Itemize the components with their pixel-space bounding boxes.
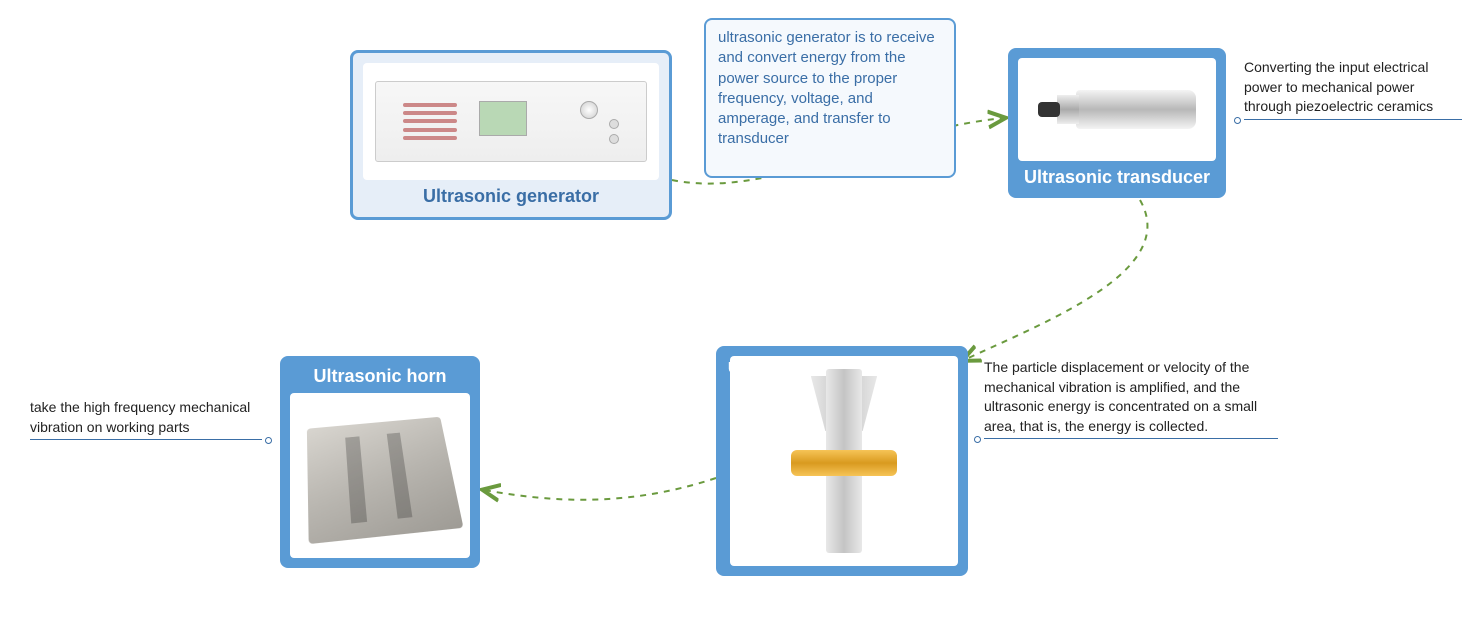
transducer-image xyxy=(1018,58,1216,161)
node-ultrasonic-transducer: Ultrasonic transducer xyxy=(1008,48,1226,198)
annotation-connector-icon xyxy=(1234,117,1241,124)
transducer-annotation: Converting the input electrical power to… xyxy=(1244,58,1462,120)
generator-image xyxy=(363,63,659,180)
booster-annotation: The particle displacement or velocity of… xyxy=(984,358,1278,439)
booster-illustration xyxy=(785,369,904,554)
node-ultrasonic-booster: Ultrasonic booster xyxy=(716,346,968,576)
diagram-canvas: { "colors": { "node_border": "#5a9bd5", … xyxy=(0,0,1475,620)
horn-image xyxy=(290,393,470,558)
horn-annotation: take the high frequency mechanical vibra… xyxy=(30,398,262,440)
node-ultrasonic-generator: Ultrasonic generator xyxy=(350,50,672,220)
node-ultrasonic-horn: Ultrasonic horn xyxy=(280,356,480,568)
transducer-title: Ultrasonic transducer xyxy=(1018,167,1216,188)
horn-illustration xyxy=(307,417,464,544)
flow-arrow xyxy=(484,478,716,500)
booster-image xyxy=(730,356,958,566)
generator-title: Ultrasonic generator xyxy=(363,186,659,207)
annotation-connector-icon xyxy=(265,437,272,444)
flow-arrow xyxy=(964,200,1147,360)
transducer-illustration xyxy=(1038,90,1196,129)
generator-illustration xyxy=(375,81,647,163)
generator-note: ultrasonic generator is to receive and c… xyxy=(704,18,956,178)
horn-title: Ultrasonic horn xyxy=(290,366,470,387)
annotation-connector-icon xyxy=(974,436,981,443)
